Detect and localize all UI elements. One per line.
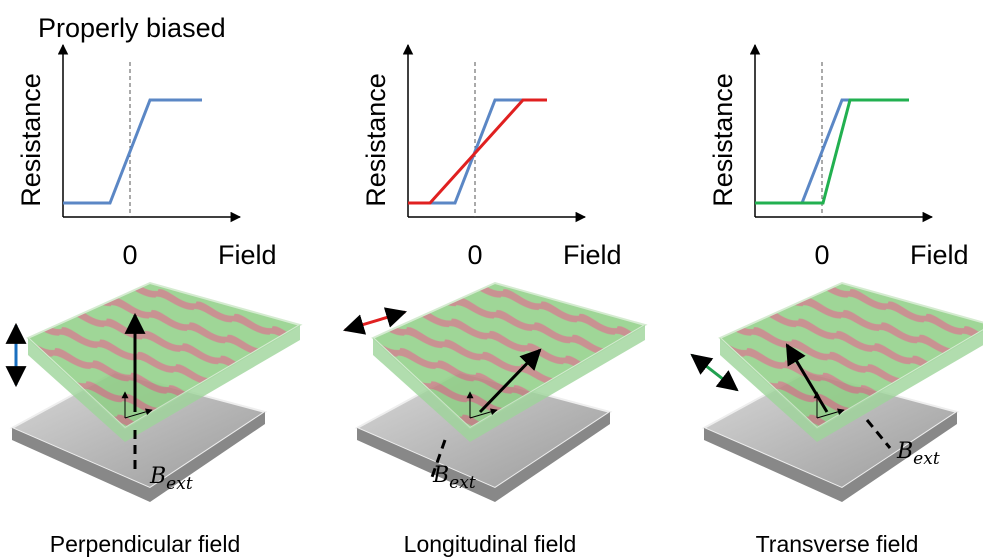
zero-label: 0 <box>467 240 482 270</box>
caption: Perpendicular field <box>50 531 241 557</box>
x-axis-label: Field <box>218 240 277 270</box>
figure: Properly biased Resistance 0 Field Bext Perp… <box>0 0 983 559</box>
caption: Transverse field <box>756 531 919 557</box>
field-subscript: ext <box>913 449 940 469</box>
caption: Longitudinal field <box>404 531 577 557</box>
curve <box>63 100 202 203</box>
curve <box>755 100 894 203</box>
zero-label: 0 <box>122 240 137 270</box>
panel: Resistance 0 Field Bext Longitudinal field <box>345 45 645 557</box>
panel: Resistance 0 Field Bext Transverse field <box>692 45 983 557</box>
x-axis-label: Field <box>563 240 622 270</box>
panel: Resistance 0 Field Bext Perpendicular field <box>12 45 300 557</box>
field-subscript: ext <box>449 473 476 493</box>
curve <box>408 100 547 203</box>
figure-title: Properly biased <box>38 13 226 43</box>
field-subscript: ext <box>166 474 193 494</box>
field-symbol: B <box>149 464 166 489</box>
y-axis-label: Resistance <box>708 73 738 207</box>
field-symbol: B <box>432 463 449 488</box>
x-axis-label: Field <box>910 240 969 270</box>
curve <box>755 100 909 203</box>
zero-label: 0 <box>814 240 829 270</box>
y-axis-label: Resistance <box>16 73 46 207</box>
field-symbol: B <box>896 439 913 464</box>
y-axis-label: Resistance <box>361 73 391 207</box>
